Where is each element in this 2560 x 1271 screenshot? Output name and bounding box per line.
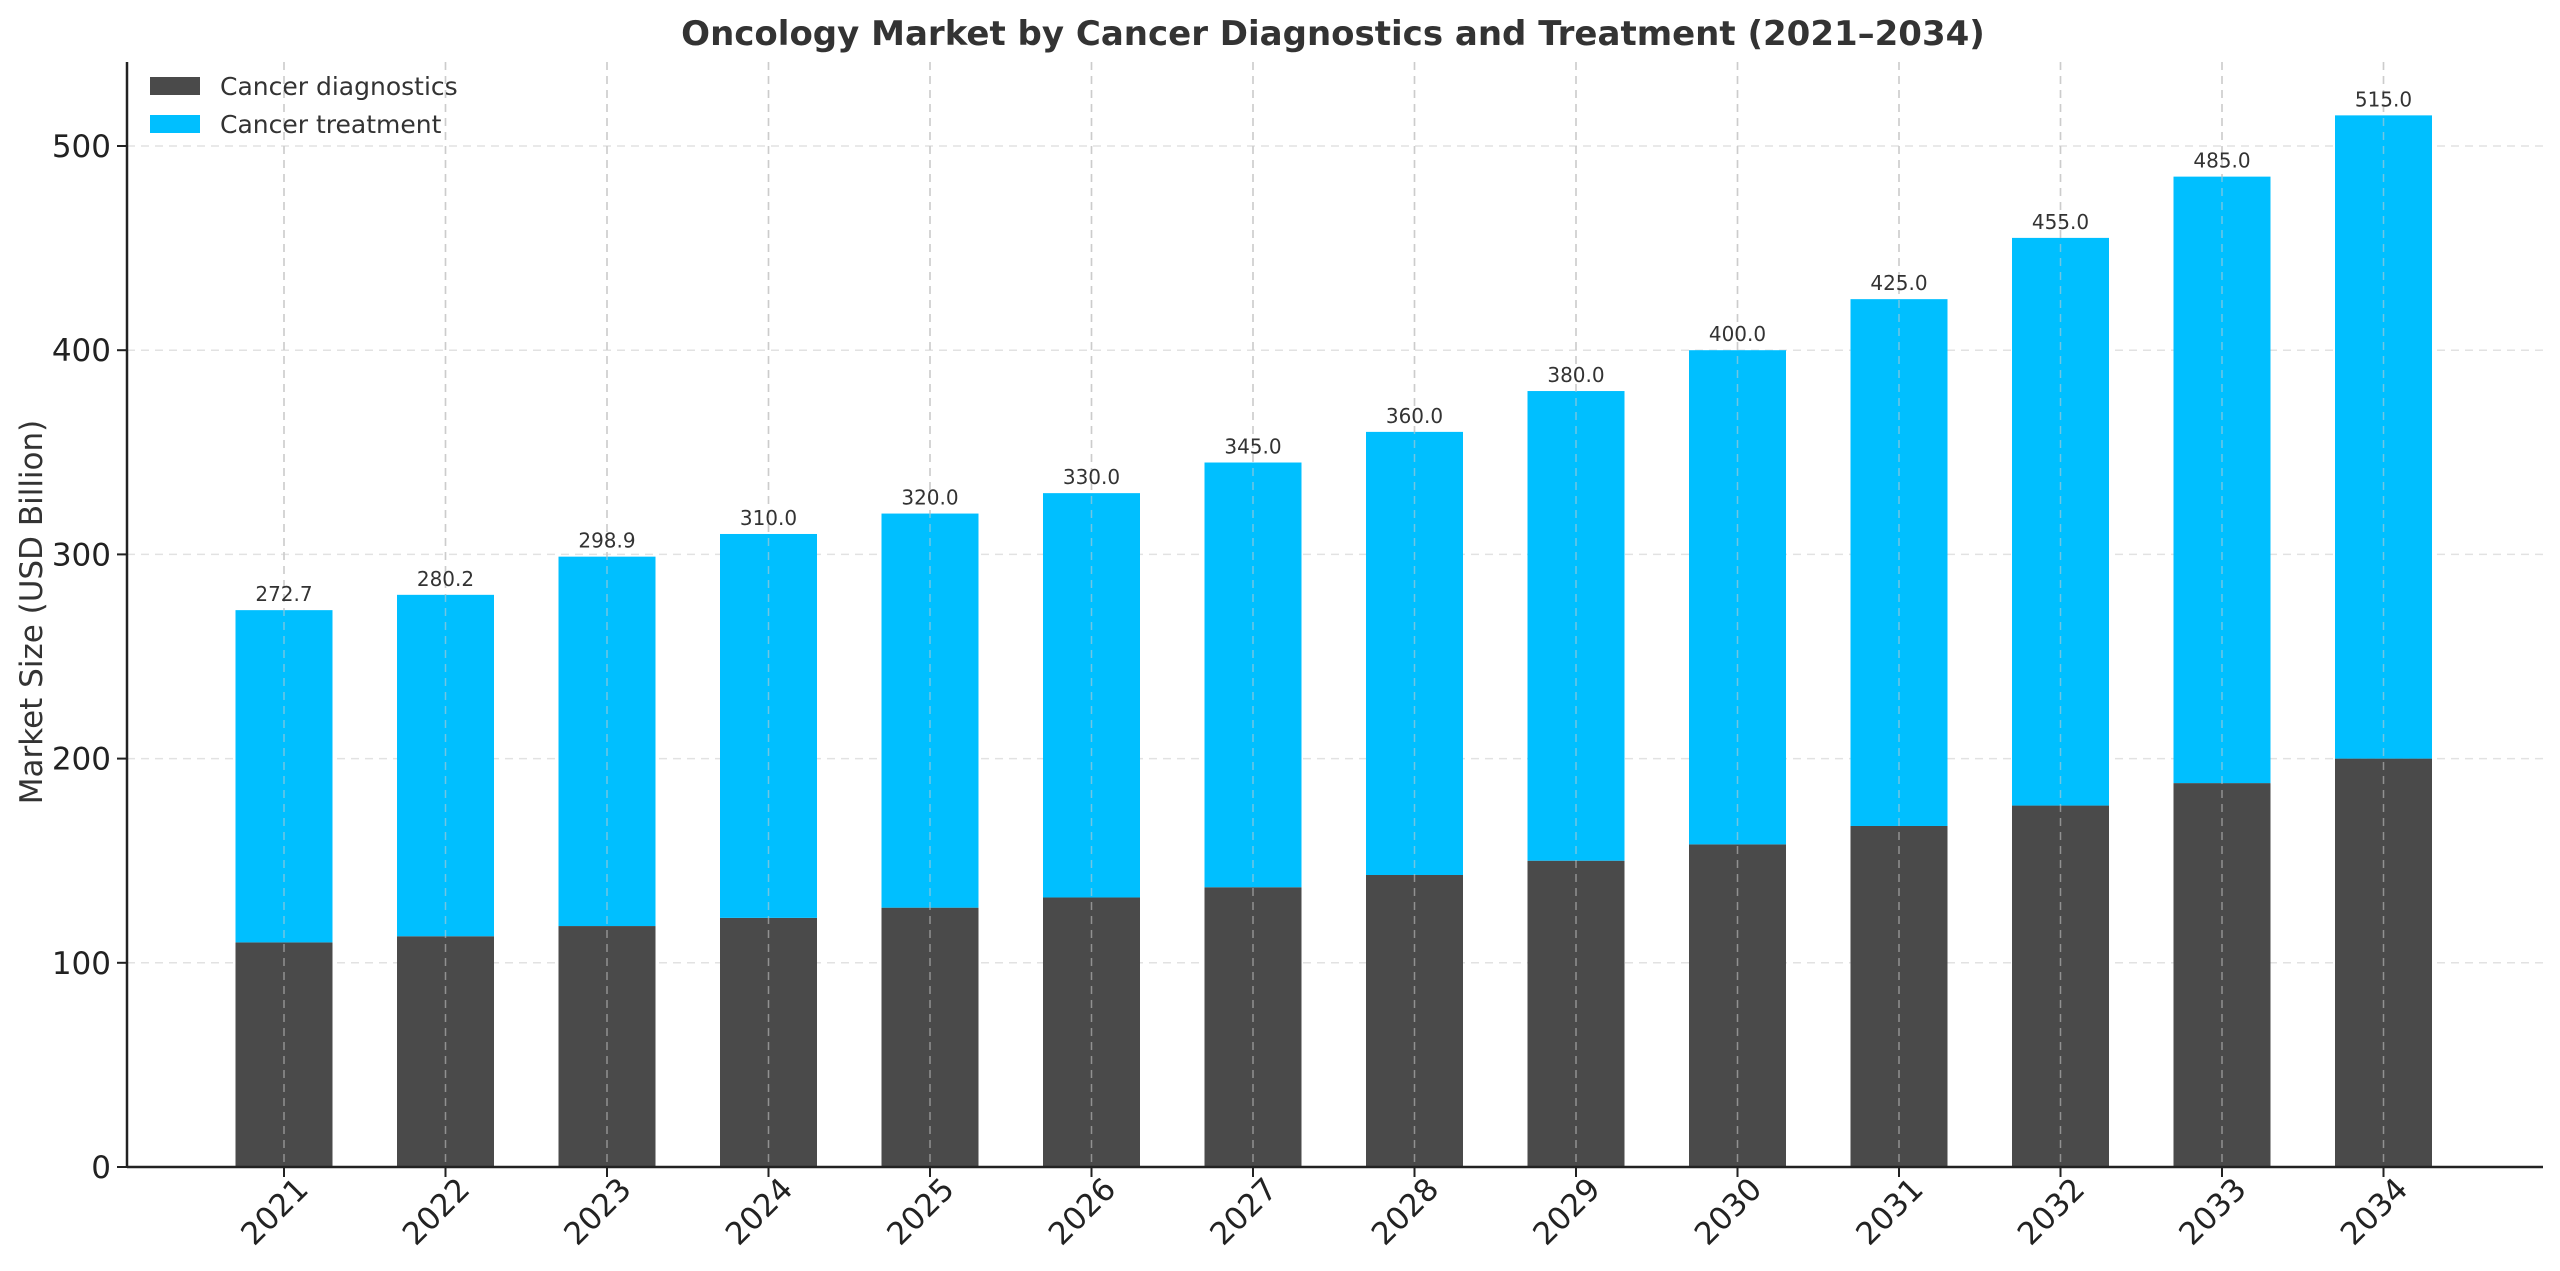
bars bbox=[235, 62, 2432, 1167]
total-label-2028: 360.0 bbox=[1386, 404, 1443, 428]
x-tick-label-2022: 2022 bbox=[396, 1171, 477, 1252]
total-label-2021: 272.7 bbox=[255, 582, 312, 606]
total-label-2032: 455.0 bbox=[2032, 210, 2089, 234]
y-tick-label: 300 bbox=[52, 537, 111, 573]
x-tick-label-2024: 2024 bbox=[719, 1171, 800, 1252]
y-tick-label: 100 bbox=[52, 946, 111, 982]
x-tick-label-2030: 2030 bbox=[1688, 1171, 1769, 1252]
total-label-2023: 298.9 bbox=[578, 529, 635, 553]
x-tick-label-2033: 2033 bbox=[2172, 1171, 2253, 1252]
x-axis-ticks: 2021 2022 2023 2024 2025 2026 2027 2028 2029 2030… bbox=[234, 1167, 2415, 1253]
total-label-2025: 320.0 bbox=[901, 486, 958, 510]
total-label-2029: 380.0 bbox=[1547, 363, 1604, 387]
x-tick-label-2028: 2028 bbox=[1365, 1171, 1446, 1252]
x-tick-label-2031: 2031 bbox=[1849, 1171, 1930, 1252]
x-tick-label-2026: 2026 bbox=[1042, 1171, 1123, 1252]
x-tick-label-2027: 2027 bbox=[1203, 1171, 1284, 1252]
y-tick-label: 200 bbox=[52, 742, 111, 778]
total-label-2030: 400.0 bbox=[1709, 322, 1766, 346]
total-label-2024: 310.0 bbox=[740, 506, 797, 530]
y-tick-label: 400 bbox=[52, 333, 111, 369]
total-label-2027: 345.0 bbox=[1224, 435, 1281, 459]
total-label-2026: 330.0 bbox=[1063, 465, 1120, 489]
legend-label-diagnostics: Cancer diagnostics bbox=[220, 72, 458, 101]
bar-treatment-2031 bbox=[1850, 299, 1948, 826]
y-axis-label: Market Size (USD Billion) bbox=[14, 420, 50, 805]
total-label-2022: 280.2 bbox=[417, 567, 474, 591]
axes bbox=[125, 62, 2543, 1169]
y-tick-label: 500 bbox=[52, 129, 111, 165]
x-tick-label-2034: 2034 bbox=[2334, 1171, 2415, 1252]
total-label-2031: 425.0 bbox=[1870, 271, 1927, 295]
bar-treatment-2027 bbox=[1204, 462, 1302, 888]
bar-diagnostics-2031 bbox=[1850, 825, 1948, 1167]
x-tick-label-2029: 2029 bbox=[1526, 1171, 1607, 1252]
legend-swatch-diagnostics bbox=[150, 77, 200, 95]
chart-title: Oncology Market by Cancer Diagnostics an… bbox=[681, 14, 1985, 54]
x-tick-label-2023: 2023 bbox=[557, 1171, 638, 1252]
total-label-2033: 485.0 bbox=[2193, 149, 2250, 173]
legend-swatch-treatment bbox=[150, 115, 200, 133]
total-label-2034: 515.0 bbox=[2355, 87, 2412, 111]
data-labels: 272.7 280.2 298.9 310.0 320.0 330.0 345.0 360.0… bbox=[255, 87, 2412, 606]
bar-diagnostics-2027 bbox=[1204, 887, 1302, 1167]
legend: Cancer diagnostics Cancer treatment bbox=[150, 72, 458, 139]
y-tick-label: 0 bbox=[91, 1150, 111, 1186]
legend-label-treatment: Cancer treatment bbox=[220, 110, 442, 139]
bar-treatment-2034 bbox=[2335, 115, 2432, 759]
y-axis-ticks: 0 100 200 300 400 500 bbox=[52, 129, 127, 1186]
x-tick-label-2025: 2025 bbox=[880, 1171, 961, 1252]
x-tick-label-2032: 2032 bbox=[2011, 1171, 2092, 1252]
x-tick-label-2021: 2021 bbox=[234, 1171, 315, 1252]
